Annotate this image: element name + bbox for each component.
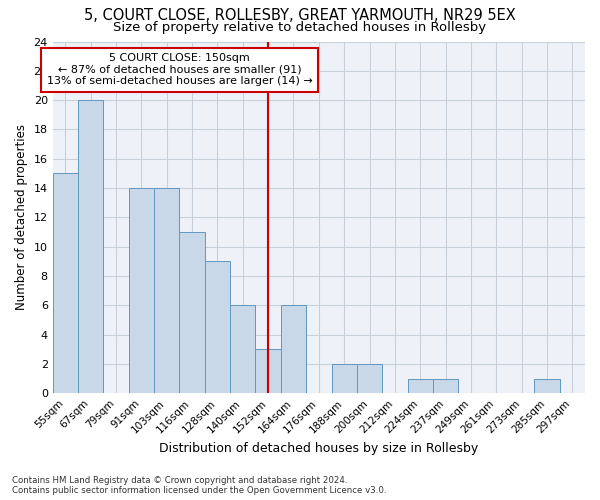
- Bar: [535, 378, 560, 394]
- X-axis label: Distribution of detached houses by size in Rollesby: Distribution of detached houses by size …: [159, 442, 478, 455]
- Y-axis label: Number of detached properties: Number of detached properties: [15, 124, 28, 310]
- Text: Contains HM Land Registry data © Crown copyright and database right 2024.
Contai: Contains HM Land Registry data © Crown c…: [12, 476, 386, 495]
- Bar: [205, 262, 230, 394]
- Bar: [332, 364, 357, 394]
- Bar: [256, 350, 281, 394]
- Bar: [78, 100, 103, 394]
- Text: 5, COURT CLOSE, ROLLESBY, GREAT YARMOUTH, NR29 5EX: 5, COURT CLOSE, ROLLESBY, GREAT YARMOUTH…: [84, 8, 516, 22]
- Bar: [129, 188, 154, 394]
- Text: 5 COURT CLOSE: 150sqm
← 87% of detached houses are smaller (91)
13% of semi-deta: 5 COURT CLOSE: 150sqm ← 87% of detached …: [47, 53, 312, 86]
- Bar: [154, 188, 179, 394]
- Bar: [53, 174, 78, 394]
- Text: Size of property relative to detached houses in Rollesby: Size of property relative to detached ho…: [113, 21, 487, 34]
- Bar: [179, 232, 205, 394]
- Bar: [407, 378, 433, 394]
- Bar: [357, 364, 382, 394]
- Bar: [433, 378, 458, 394]
- Bar: [230, 306, 256, 394]
- Bar: [281, 306, 306, 394]
